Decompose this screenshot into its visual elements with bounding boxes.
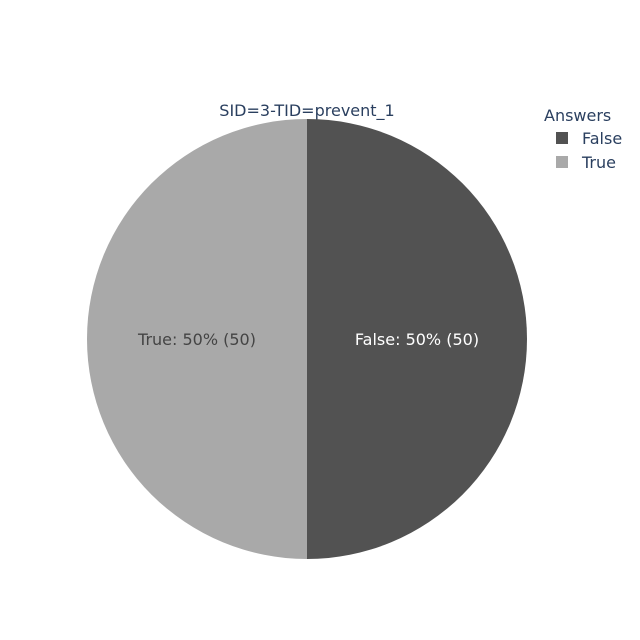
pie-slice-false: [307, 119, 527, 559]
slice-label-false: False: 50% (50): [355, 330, 479, 349]
pie-slices: [87, 119, 527, 559]
legend-label-true: True: [581, 153, 616, 172]
pie-slice-true: [87, 119, 307, 559]
legend: Answers False True: [544, 106, 622, 172]
legend-item-false[interactable]: False: [556, 129, 622, 148]
pie-slice-labels: False: 50% (50) True: 50% (50): [137, 330, 479, 349]
legend-label-false: False: [582, 129, 622, 148]
legend-swatch-true: [556, 156, 568, 168]
legend-item-true[interactable]: True: [556, 153, 616, 172]
slice-label-true: True: 50% (50): [137, 330, 256, 349]
legend-title: Answers: [544, 106, 611, 125]
legend-swatch-false: [556, 132, 568, 144]
chart-title: SID=3-TID=prevent_1: [219, 101, 394, 121]
